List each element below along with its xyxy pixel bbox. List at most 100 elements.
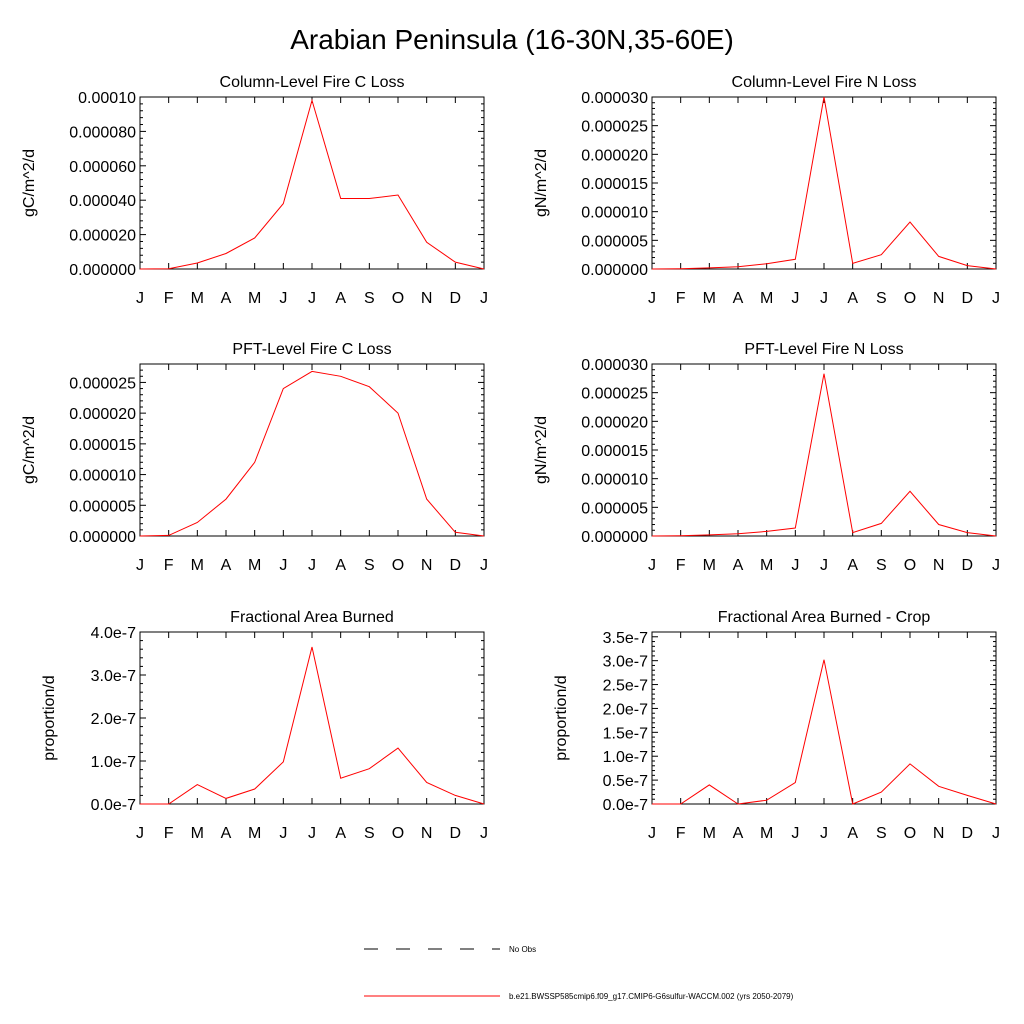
y-tick-label: 0.5e-7 (603, 773, 648, 790)
x-tick-label: J (480, 825, 488, 842)
x-tick-label: N (933, 825, 945, 842)
y-tick-label: 0.000080 (69, 124, 136, 141)
x-tick-label: A (847, 825, 858, 842)
y-tick-label: 3.0e-7 (91, 668, 136, 685)
y-tick-label: 0.0e-7 (91, 797, 136, 814)
x-tick-label: A (733, 290, 744, 307)
x-tick-label: J (480, 557, 488, 574)
x-tick-label: J (308, 557, 316, 574)
x-tick-label: A (335, 557, 346, 574)
x-tick-label: N (933, 557, 945, 574)
series-line-1 (139, 370, 485, 537)
x-tick-label: J (136, 290, 144, 307)
y-tick-label: 0.000020 (581, 147, 648, 164)
x-tick-label: S (876, 825, 887, 842)
x-tick-label: J (820, 825, 828, 842)
x-tick-label: F (676, 557, 686, 574)
x-tick-label: J (791, 825, 799, 842)
y-tick-label: 4.0e-7 (91, 625, 136, 642)
chart-panel-4: J F M A M J J A S O N D J0.0000000.0000050.0000100.0… (533, 341, 1000, 574)
x-tick-label: N (421, 825, 433, 842)
x-tick-label: M (760, 825, 773, 842)
x-tick-label: D (450, 825, 462, 842)
y-tick-label: 0.000030 (581, 90, 648, 107)
chart-panel-1: J F M A M J J A S O N D J0.0000000.0000200.0000400.0… (21, 74, 488, 307)
y-tick-label: 1.5e-7 (603, 725, 648, 742)
x-tick-label: A (335, 290, 346, 307)
x-tick-label: A (221, 290, 232, 307)
x-tick-label: S (876, 557, 887, 574)
y-tick-label: 2.5e-7 (603, 678, 648, 695)
y-tick-label: 0.000025 (581, 386, 648, 403)
y-tick-label: 0.000005 (581, 233, 648, 250)
chart-panel-6: J F M A M J J A S O N D J0.0e-70.5e-71.0e-71.5e-72.0… (553, 609, 1000, 842)
y-tick-label: 0.000005 (69, 498, 136, 515)
x-tick-label: M (248, 290, 261, 307)
y-tick-label: 1.0e-7 (91, 754, 136, 771)
x-tick-label: N (421, 557, 433, 574)
y-axis-label: gN/m^2/d (533, 149, 550, 217)
x-tick-label: M (191, 557, 204, 574)
panel-title: PFT-Level Fire N Loss (744, 341, 903, 358)
y-tick-label: 0.000000 (69, 529, 136, 546)
x-tick-label: D (450, 557, 462, 574)
x-tick-label: A (733, 825, 744, 842)
plot-frame (651, 363, 997, 537)
x-tick-label: A (221, 825, 232, 842)
x-tick-label: J (136, 825, 144, 842)
x-tick-label: J (279, 290, 287, 307)
series-line-1 (651, 96, 997, 270)
series-line-1 (140, 646, 485, 805)
y-tick-label: 0.000025 (581, 119, 648, 136)
x-tick-label: A (847, 557, 858, 574)
x-tick-label: A (221, 557, 232, 574)
x-tick-label: O (392, 290, 404, 307)
plot-frame (651, 631, 997, 805)
x-tick-label: M (191, 290, 204, 307)
y-tick-label: 0.000005 (581, 500, 648, 517)
y-tick-label: 0.000015 (581, 176, 648, 193)
panel-title: PFT-Level Fire C Loss (232, 341, 391, 358)
series-line-1 (652, 659, 997, 805)
y-tick-label: 0.00010 (78, 90, 136, 107)
x-tick-label: J (648, 825, 656, 842)
x-tick-label: F (676, 290, 686, 307)
x-tick-label: A (733, 557, 744, 574)
y-axis-label: proportion/d (553, 675, 570, 760)
chart-panel-2: J F M A M J J A S O N D J0.0000000.0000050.0000100.0… (533, 74, 1000, 307)
x-tick-label: J (648, 557, 656, 574)
plot-frame (651, 96, 997, 270)
panel-title: Fractional Area Burned - Crop (718, 609, 931, 626)
chart-panel-5: J F M A M J J A S O N D J0.0e-71.0e-72.0e-73.0e-74.0… (41, 609, 488, 842)
series-line-1 (139, 98, 485, 270)
legend: No Obs b.e21.BWSSP585cmip6.f09_g17.CMIP6-… (364, 945, 794, 1001)
x-tick-label: N (933, 290, 945, 307)
x-tick-label: J (820, 557, 828, 574)
y-axis-label: gN/m^2/d (533, 416, 550, 484)
x-tick-label: J (308, 825, 316, 842)
figure-title: Arabian Peninsula (16-30N,35-60E) (290, 24, 734, 55)
panel-title: Column-Level Fire C Loss (220, 74, 405, 91)
y-tick-label: 0.0e-7 (603, 797, 648, 814)
y-tick-label: 0.000060 (69, 159, 136, 176)
y-tick-label: 0.000020 (581, 414, 648, 431)
x-tick-label: F (676, 825, 686, 842)
x-tick-label: S (364, 825, 375, 842)
y-tick-label: 0.000010 (581, 472, 648, 489)
y-tick-label: 0.000015 (581, 443, 648, 460)
legend-label-no-obs: No Obs (509, 945, 536, 954)
y-tick-label: 0.000000 (581, 529, 648, 546)
x-tick-label: S (364, 557, 375, 574)
y-tick-label: 0.000030 (581, 357, 648, 374)
y-axis-label: gC/m^2/d (21, 149, 38, 217)
x-tick-label: A (847, 290, 858, 307)
x-tick-label: F (164, 825, 174, 842)
x-tick-label: F (164, 557, 174, 574)
y-tick-label: 0.000025 (69, 375, 136, 392)
x-tick-label: J (992, 290, 1000, 307)
y-tick-label: 0.000020 (69, 228, 136, 245)
x-tick-label: D (450, 290, 462, 307)
x-tick-label: O (392, 557, 404, 574)
y-tick-label: 0.000040 (69, 193, 136, 210)
x-tick-label: M (248, 825, 261, 842)
